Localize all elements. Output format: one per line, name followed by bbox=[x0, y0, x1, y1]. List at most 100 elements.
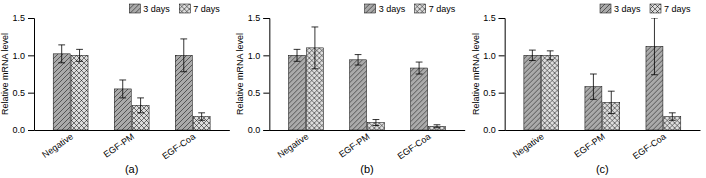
y-tick: 1.5 bbox=[12, 13, 34, 23]
x-axis: Negative EGF-PM EGF-Coa bbox=[505, 131, 700, 162]
y-tick: 0.0 bbox=[248, 125, 270, 135]
x-tick: EGF-Coa bbox=[631, 131, 668, 161]
x-tick: Negative bbox=[40, 131, 75, 160]
y-tick-label: 0.0 bbox=[248, 125, 261, 135]
legend-swatch bbox=[415, 4, 426, 13]
y-tick-label: 1.0 bbox=[483, 51, 496, 61]
bar bbox=[524, 55, 541, 130]
legend: 3 days 7 days bbox=[600, 4, 691, 14]
y-tick: 0.0 bbox=[483, 125, 505, 135]
legend-swatch bbox=[365, 4, 376, 13]
x-tick-label: EGF-Coa bbox=[396, 131, 433, 161]
y-tick-mark bbox=[499, 93, 505, 94]
y-tick: 0.0 bbox=[12, 125, 34, 135]
x-tick-label: Negative bbox=[276, 131, 311, 160]
bar-series bbox=[524, 18, 663, 130]
error-bar bbox=[373, 120, 380, 126]
y-tick-mark bbox=[28, 93, 34, 94]
x-tick-label: EGF-PM bbox=[572, 131, 606, 159]
panel: 0.0 0.5 1.0 1.5 Negative EGF-PM EGF-Coa Relativ… bbox=[471, 4, 701, 175]
y-tick-label: 0.0 bbox=[483, 125, 496, 135]
error-bar bbox=[669, 113, 676, 120]
x-tick: EGF-PM bbox=[337, 131, 371, 159]
error-bar bbox=[119, 80, 126, 98]
axis-line bbox=[35, 130, 230, 131]
x-tick: Negative bbox=[511, 131, 546, 160]
legend-swatch bbox=[600, 4, 611, 13]
bar-series bbox=[542, 51, 681, 130]
legend-label: 7 days bbox=[429, 4, 456, 14]
bar-series bbox=[53, 39, 192, 130]
x-tick-label: EGF-Coa bbox=[631, 131, 668, 161]
y-tick-label: 0.0 bbox=[12, 125, 25, 135]
x-tick-label: EGF-PM bbox=[102, 131, 136, 159]
error-bar bbox=[355, 55, 362, 65]
error-bar bbox=[651, 18, 658, 75]
x-tick-label: Negative bbox=[511, 131, 546, 160]
x-tick: EGF-PM bbox=[102, 131, 136, 159]
axis-line bbox=[263, 19, 270, 131]
legend-item: 3 days bbox=[600, 4, 641, 14]
error-bar bbox=[180, 39, 187, 72]
y-tick-label: 0.5 bbox=[12, 88, 25, 98]
error-bar bbox=[434, 125, 441, 128]
axis-line bbox=[499, 19, 506, 131]
y-axis-title: Relative mRNA level bbox=[471, 33, 481, 115]
y-tick-mark bbox=[263, 130, 269, 131]
axis-line bbox=[505, 130, 700, 131]
legend-label: 7 days bbox=[193, 4, 220, 14]
y-tick-label: 1.5 bbox=[12, 13, 25, 23]
error-bar bbox=[198, 113, 205, 120]
panel: 0.0 0.5 1.0 1.5 Negative EGF-PM EGF-Coa Relativ… bbox=[235, 4, 465, 175]
bar bbox=[289, 55, 306, 130]
x-tick-label: EGF-PM bbox=[337, 131, 371, 159]
axis-line bbox=[270, 130, 465, 131]
y-tick: 1.0 bbox=[483, 51, 505, 61]
error-bar bbox=[529, 50, 536, 60]
y-tick-label: 0.5 bbox=[483, 88, 496, 98]
legend-swatch bbox=[129, 4, 140, 13]
x-tick-label: EGF-Coa bbox=[160, 131, 197, 161]
legend-label: 3 days bbox=[614, 4, 641, 14]
y-axis: 0.0 0.5 1.0 1.5 bbox=[12, 13, 34, 135]
y-tick-label: 1.0 bbox=[12, 51, 25, 61]
y-tick-label: 1.5 bbox=[248, 13, 261, 23]
y-tick: 1.5 bbox=[483, 13, 505, 23]
x-axis-title: (c) bbox=[596, 163, 609, 175]
y-tick-mark bbox=[263, 18, 269, 19]
bar bbox=[71, 55, 88, 130]
chart: 0.0 0.5 1.0 1.5 Negative EGF-PM EGF-Coa Relativ… bbox=[0, 0, 706, 178]
x-tick-label: Negative bbox=[40, 131, 75, 160]
x-tick: EGF-PM bbox=[572, 131, 606, 159]
x-tick: EGF-Coa bbox=[160, 131, 197, 161]
legend: 3 days 7 days bbox=[365, 4, 456, 14]
y-tick: 1.5 bbox=[248, 13, 270, 23]
y-tick-mark bbox=[28, 55, 34, 56]
bar-series bbox=[71, 49, 210, 130]
error-bar bbox=[590, 74, 597, 99]
y-tick-label: 0.5 bbox=[248, 88, 261, 98]
error-bar bbox=[76, 49, 83, 61]
axis-line bbox=[28, 19, 35, 131]
legend-swatch bbox=[650, 4, 661, 13]
y-axis-title: Relative mRNA level bbox=[235, 33, 245, 115]
x-tick: Negative bbox=[276, 131, 311, 160]
y-tick-mark bbox=[263, 55, 269, 56]
bar bbox=[411, 68, 428, 130]
y-tick-mark bbox=[499, 130, 505, 131]
legend-label: 7 days bbox=[664, 4, 691, 14]
bar bbox=[542, 55, 559, 130]
legend-label: 3 days bbox=[379, 4, 406, 14]
y-tick-label: 1.0 bbox=[248, 51, 261, 61]
plot-area bbox=[524, 18, 681, 130]
y-axis-title: Relative mRNA level bbox=[0, 33, 10, 115]
legend-item: 3 days bbox=[365, 4, 406, 14]
plot-area bbox=[289, 27, 446, 130]
legend-item: 7 days bbox=[179, 4, 220, 14]
y-tick-mark bbox=[499, 55, 505, 56]
legend: 3 days 7 days bbox=[129, 4, 220, 14]
legend-label: 3 days bbox=[143, 4, 170, 14]
y-tick-mark bbox=[28, 18, 34, 19]
y-tick-label: 1.5 bbox=[483, 13, 496, 23]
y-tick: 1.0 bbox=[248, 51, 270, 61]
